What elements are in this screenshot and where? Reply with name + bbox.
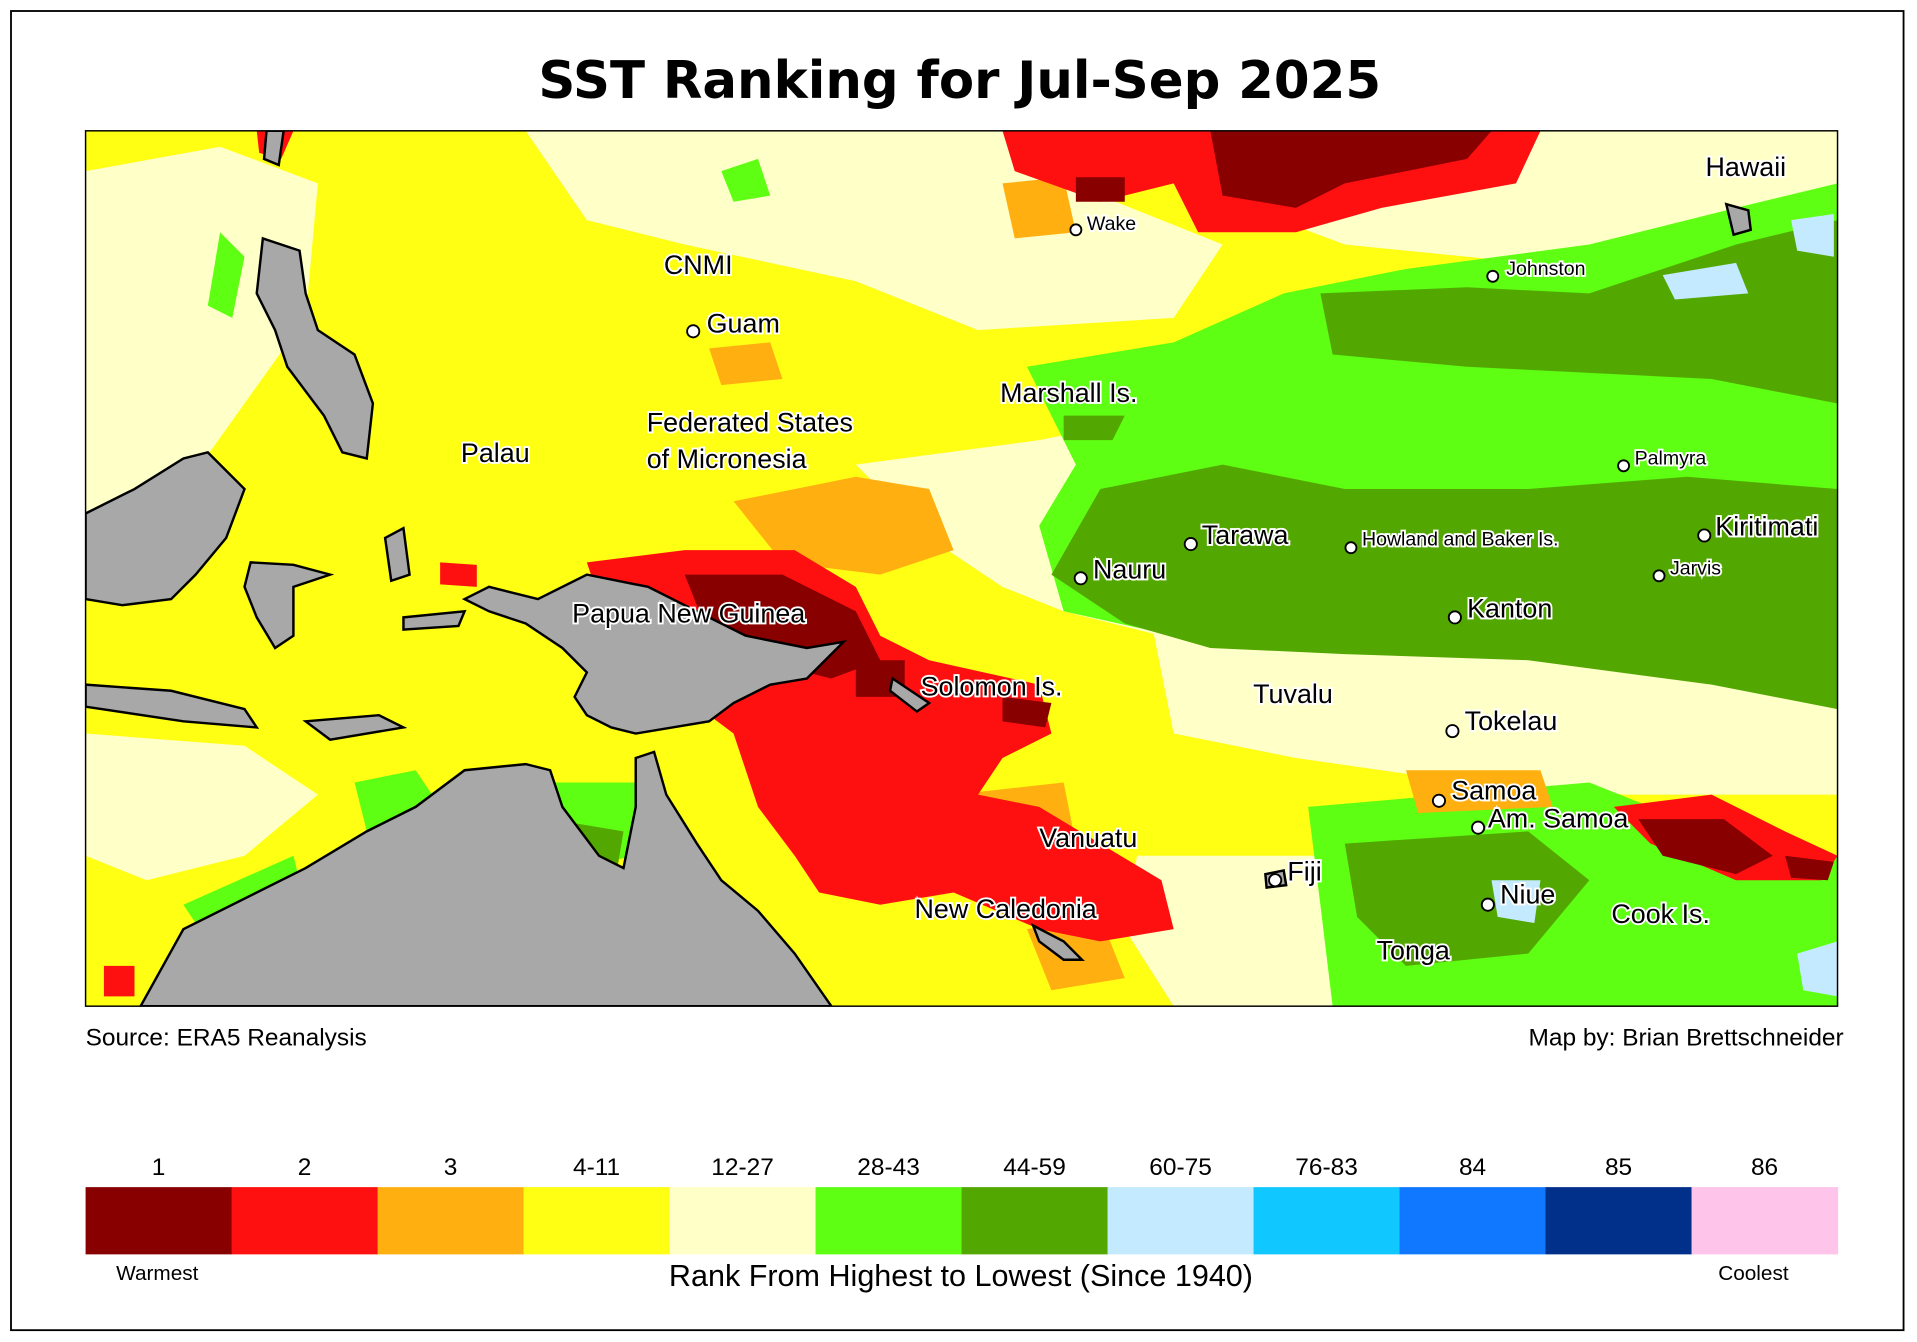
marker-tokelau <box>1445 724 1460 739</box>
marker-niue <box>1480 897 1495 912</box>
label-tokelau: Tokelau <box>1465 706 1558 736</box>
legend-swatch-84 <box>1399 1187 1547 1255</box>
label-fsm-line2: of Micronesia <box>647 444 807 474</box>
label-palmyra: Palmyra <box>1635 448 1707 470</box>
label-palau: Palau <box>461 438 530 468</box>
label-guam: Guam <box>707 309 780 339</box>
sumba-timor <box>302 713 408 741</box>
marker-american-samoa <box>1471 820 1486 835</box>
legend-swatch-3 <box>377 1187 525 1255</box>
marker-samoa <box>1431 793 1447 808</box>
label-samoa: Samoa <box>1451 776 1536 806</box>
legend-coolest: Coolest <box>1718 1262 1789 1285</box>
label-fiji: Fiji <box>1287 856 1321 886</box>
label-papua-new-guinea: Papua New Guinea <box>572 598 805 628</box>
legend-label-84: 84 <box>1459 1154 1486 1181</box>
sulawesi <box>243 561 335 650</box>
place-labels: Hawaii Wake CNMI Guam Johnston Marshall … <box>459 150 1820 967</box>
sst-rank-map <box>85 130 1838 1007</box>
legend-swatch-44-59 <box>961 1187 1109 1255</box>
legend-warmest: Warmest <box>116 1262 199 1285</box>
legend-label-86: 86 <box>1751 1154 1778 1181</box>
legend-swatch-12-27 <box>669 1187 817 1255</box>
marker-palmyra <box>1617 459 1631 473</box>
australia <box>139 750 833 1007</box>
legend-swatch-2 <box>231 1187 379 1255</box>
legend-swatch-28-43 <box>815 1187 963 1255</box>
halmahera <box>383 526 411 583</box>
borneo <box>85 451 246 607</box>
label-fsm-line1: Federated States <box>647 408 853 438</box>
legend-label-1: 1 <box>152 1154 166 1181</box>
label-jarvis: Jarvis <box>1670 558 1721 580</box>
label-hawaii: Hawaii <box>1705 152 1786 182</box>
label-tarawa: Tarawa <box>1202 520 1289 550</box>
new-guinea <box>461 573 848 735</box>
marker-kiritimati <box>1697 528 1712 543</box>
legend-swatch-76-83 <box>1253 1187 1401 1255</box>
legend-title: Rank From Highest to Lowest (Since 1940) <box>669 1259 1253 1293</box>
bougainville <box>888 676 932 714</box>
marker-kanton <box>1447 610 1462 625</box>
map-title: SST Ranking for Jul-Sep 2025 <box>538 51 1381 111</box>
label-american-samoa: Am. Samoa <box>1488 804 1628 834</box>
source-note: Source: ERA5 Reanalysis <box>86 1024 367 1051</box>
label-vanuatu: Vanuatu <box>1039 823 1137 853</box>
legend-swatch-4-11 <box>523 1187 671 1255</box>
legend-label-85: 85 <box>1605 1154 1632 1181</box>
map-credit: Map by: Brian Brettschneider <box>1529 1024 1844 1051</box>
map-frame <box>84 130 1839 1007</box>
marker-jarvis <box>1652 569 1666 583</box>
legend-swatch-1 <box>85 1187 233 1255</box>
legend-swatch-86 <box>1691 1187 1839 1255</box>
philippines <box>255 236 375 460</box>
label-solomon-islands: Solomon Is. <box>921 672 1063 702</box>
marker-fiji <box>1268 873 1283 888</box>
marker-guam <box>686 324 701 339</box>
label-howland-baker: Howland and Baker Is. <box>1362 528 1559 550</box>
label-kiritimati: Kiritimati <box>1715 511 1818 541</box>
new-caledonia <box>1030 922 1085 961</box>
legend-label-44-59: 44-59 <box>1003 1154 1066 1181</box>
java <box>85 683 260 729</box>
label-marshall-islands: Marshall Is. <box>1000 378 1137 408</box>
label-cook-islands: Cook Is. <box>1611 899 1710 929</box>
taiwan <box>262 130 285 167</box>
marker-wake <box>1069 223 1083 237</box>
legend-label-12-27: 12-27 <box>711 1154 774 1181</box>
label-johnston: Johnston <box>1506 258 1585 280</box>
label-tuvalu: Tuvalu <box>1253 679 1333 709</box>
label-wake: Wake <box>1087 213 1136 235</box>
color-legend: 1 2 3 4-11 12-27 28-43 44-59 60-75 76-83 84 85 86 <box>85 1154 1839 1255</box>
legend-swatch-85 <box>1545 1187 1693 1255</box>
land-masses <box>85 130 1753 1007</box>
marker-nauru <box>1073 571 1088 586</box>
legend-label-3: 3 <box>444 1154 458 1181</box>
label-kanton: Kanton <box>1467 593 1552 623</box>
seram <box>402 609 467 631</box>
legend-label-4-11: 4-11 <box>573 1154 620 1181</box>
rank-60-75-regions <box>1491 213 1838 997</box>
marker-johnston <box>1486 269 1500 283</box>
label-cnmi: CNMI <box>664 250 733 280</box>
hawaii-big-island <box>1724 202 1753 237</box>
marker-howland-baker <box>1344 541 1358 555</box>
label-tonga: Tonga <box>1377 936 1450 966</box>
marker-tarawa <box>1183 537 1198 552</box>
legend-swatch-60-75 <box>1107 1187 1255 1255</box>
legend-label-2: 2 <box>298 1154 312 1181</box>
legend-label-60-75: 60-75 <box>1149 1154 1212 1181</box>
legend-label-76-83: 76-83 <box>1295 1154 1358 1181</box>
label-new-caledonia: New Caledonia <box>914 894 1096 924</box>
rank-44-59-regions <box>550 220 1838 966</box>
label-niue: Niue <box>1500 879 1555 909</box>
legend-label-28-43: 28-43 <box>857 1154 920 1181</box>
label-nauru: Nauru <box>1093 554 1166 584</box>
